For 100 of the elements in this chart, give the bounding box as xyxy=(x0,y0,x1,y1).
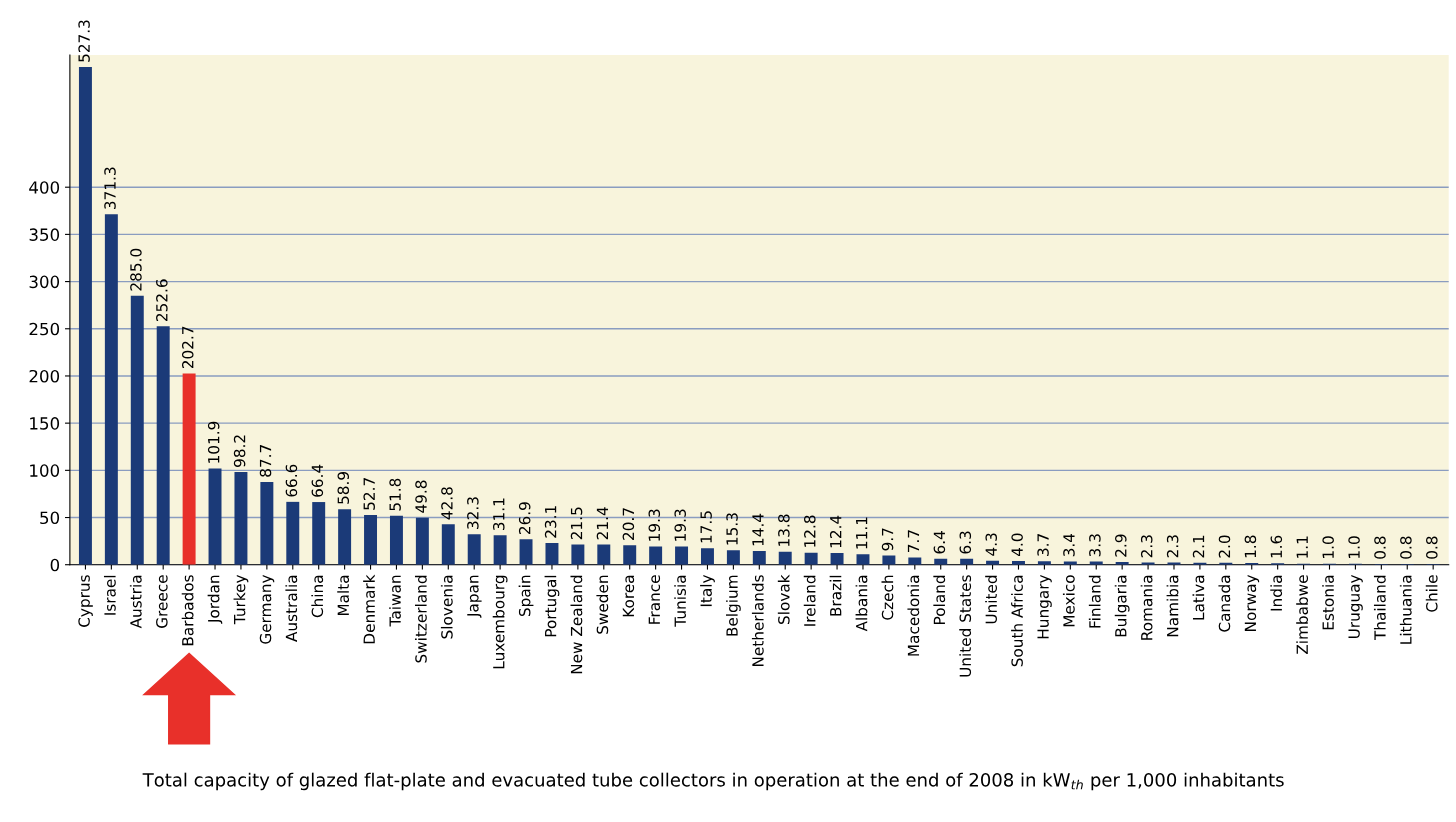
data-label: 17.5 xyxy=(700,511,712,543)
data-label: 2.3 xyxy=(1166,535,1179,558)
data-label: 1.6 xyxy=(1270,535,1283,558)
bar xyxy=(130,295,144,565)
bar xyxy=(675,546,689,565)
x-tick-label: Turkey xyxy=(233,574,249,625)
x-tick-label: Uruguay xyxy=(1348,574,1363,639)
x-tick-label: Slovak xyxy=(777,574,790,624)
data-label: 2.3 xyxy=(1140,535,1153,558)
data-label: 0.8 xyxy=(1374,536,1386,559)
x-tick-label: France xyxy=(648,575,661,624)
bar xyxy=(519,539,533,565)
data-label: 252.6 xyxy=(156,279,168,322)
data-label: 101.9 xyxy=(207,421,220,463)
text: Total capacity of glazed flat-plate and evacuated tube collectors in operation at the end of 2008 in kW$_{th}$ per 1,000 inhabitants xyxy=(142,772,1284,791)
data-label: 23.1 xyxy=(544,506,557,538)
x-tick-label: Israel xyxy=(103,575,116,615)
bar xyxy=(623,545,637,565)
data-label: 2.9 xyxy=(1115,534,1127,557)
data-label: 32.3 xyxy=(467,497,479,529)
data-label: 15.3 xyxy=(726,513,738,545)
bar xyxy=(856,554,870,565)
x-tick-label: Tunisia xyxy=(674,575,686,627)
y-tick-label: 100 xyxy=(30,464,60,477)
data-label: 52.7 xyxy=(363,478,375,510)
bar xyxy=(415,517,429,565)
data-label: 20.7 xyxy=(622,508,635,540)
data-label: 6.3 xyxy=(959,531,972,554)
x-tick-label: Chile xyxy=(1425,575,1438,612)
y-tick-label: 250 xyxy=(29,322,60,336)
x-tick-label: Macedonia xyxy=(907,575,920,656)
x-tick-label: Albania xyxy=(855,575,868,632)
data-label: 21.4 xyxy=(596,507,609,540)
data-label: 3.4 xyxy=(1063,533,1075,557)
x-tick-label: Korea xyxy=(622,575,635,617)
bar xyxy=(493,535,507,565)
x-tick-label: New Zealand xyxy=(570,575,583,674)
bar xyxy=(778,551,792,565)
x-tick-label: Greece xyxy=(156,575,168,628)
bar xyxy=(830,553,844,565)
data-label: 11.1 xyxy=(856,517,868,549)
data-label: 6.4 xyxy=(933,531,946,554)
x-tick-label: Czech xyxy=(881,575,894,620)
x-tick-label: United States xyxy=(959,575,972,677)
data-label: 3.7 xyxy=(1037,534,1049,556)
data-label: 3.3 xyxy=(1089,534,1101,557)
bar xyxy=(441,524,455,565)
data-label: 1.8 xyxy=(1244,535,1257,558)
x-tick-label: Lithuania xyxy=(1399,575,1412,644)
x-tick-label: Hungary xyxy=(1037,574,1052,639)
data-label: 4.0 xyxy=(1011,533,1023,557)
x-tick-label: Malta xyxy=(337,575,350,616)
bar xyxy=(260,481,274,565)
x-tick-label: Netherlands xyxy=(751,575,764,667)
x-tick-label: Norway xyxy=(1244,574,1260,631)
bar xyxy=(234,472,248,565)
bar xyxy=(649,546,663,565)
data-label: 0.8 xyxy=(1400,536,1412,559)
data-label: 31.1 xyxy=(493,498,505,531)
x-tick-label: Poland xyxy=(933,575,946,624)
bar xyxy=(312,502,326,565)
x-tick-label: Taiwan xyxy=(389,575,401,627)
data-label: 0.8 xyxy=(1426,536,1438,559)
x-tick-label: Luxembourg xyxy=(492,575,508,669)
x-tick-label: Ireland xyxy=(803,575,816,626)
x-tick-label: Bulgaria xyxy=(1114,575,1130,637)
data-label: 26.9 xyxy=(518,502,531,535)
x-tick-label: Spain xyxy=(518,575,534,617)
y-tick-label: 150 xyxy=(30,417,60,430)
bar xyxy=(545,542,559,565)
data-label: 2.0 xyxy=(1218,535,1231,558)
x-tick-label: Sweden xyxy=(596,575,609,634)
data-label: 42.8 xyxy=(441,487,453,520)
data-label: 7.7 xyxy=(907,530,920,553)
data-label: 1.0 xyxy=(1348,536,1360,558)
x-tick-label: China xyxy=(311,575,324,618)
bar xyxy=(182,373,196,565)
x-tick-label: Portugal xyxy=(544,575,560,637)
x-tick-label: Switzerland xyxy=(414,575,427,663)
data-label: 19.3 xyxy=(648,509,661,541)
x-tick-label: Austria xyxy=(129,575,142,629)
bar xyxy=(726,550,740,565)
bar xyxy=(700,548,714,565)
data-label: 1.0 xyxy=(1322,536,1334,558)
data-label: 58.9 xyxy=(337,472,350,504)
bar xyxy=(752,551,766,565)
bar xyxy=(804,552,818,565)
y-tick-label: 400 xyxy=(29,181,60,194)
x-tick-label: Belgium xyxy=(725,575,741,636)
y-tick-label: 350 xyxy=(29,228,60,241)
bar xyxy=(597,544,611,565)
x-tick-label: United xyxy=(985,575,997,624)
bar xyxy=(104,214,118,565)
x-tick-label: Finland xyxy=(1088,575,1101,628)
data-label: 51.8 xyxy=(389,478,401,511)
data-label: 9.7 xyxy=(881,528,894,551)
x-tick-label: Thailand xyxy=(1373,575,1386,641)
data-label: 13.8 xyxy=(778,514,790,546)
data-label: 527.3 xyxy=(78,20,90,62)
data-label: 2.1 xyxy=(1192,535,1205,558)
